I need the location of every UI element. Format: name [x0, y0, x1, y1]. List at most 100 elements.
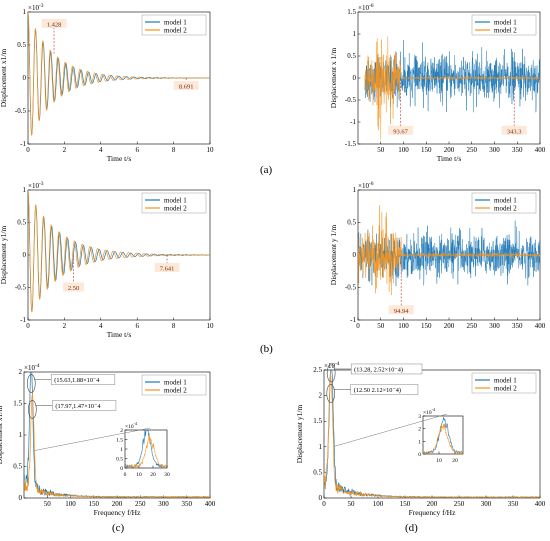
c-xtick-label: 250 [135, 500, 146, 508]
a_right-ytick-label: 0 [353, 74, 357, 82]
b_right-series-group [358, 205, 540, 296]
b_left-xtick-label: 8 [172, 322, 176, 330]
c-ytick-label: 0 [19, 494, 23, 502]
c-peak-marker [28, 400, 37, 419]
b_right-xtick-label: 300 [489, 322, 500, 330]
d-annotation-text: (13.28, 2.52×10⁻4) [354, 366, 403, 373]
panel-label-a: (a) [260, 164, 273, 176]
d-inset-ytick-label: 1 [418, 439, 421, 445]
b_left-ytick-label: 0.5 [17, 219, 26, 227]
c-xtick-label: 400 [205, 500, 216, 508]
a_right-annotation-text: 343.3 [507, 128, 522, 135]
c-xtick-label: 200 [112, 500, 123, 508]
b_left-xtick-label: 6 [135, 322, 139, 330]
c-xlabel: Frequency f/Hz [94, 508, 142, 517]
a_right-legend-label: model 1 [494, 19, 517, 27]
d-xtick-label: 150 [400, 500, 411, 508]
a_right-exponent: ×10-6 [358, 3, 374, 12]
b_left-xtick-label: 0 [26, 322, 30, 330]
a_left-xlabel: Time t/s [107, 154, 132, 163]
d-ytick-label: 2 [319, 392, 323, 400]
d-ytick-label: 1.5 [313, 417, 322, 425]
c-annotation-text: (17.97,1.47×10⁻4 [55, 403, 101, 410]
d-ytick-label: 1 [319, 443, 323, 451]
c-inset-exponent: ×10-4 [125, 421, 137, 430]
b_left-annotation-text: 7.641 [160, 266, 175, 273]
panel-label-d: (d) [405, 522, 418, 534]
b_right-xtick-label: 50 [377, 322, 385, 330]
b_right-exponent: ×10-6 [358, 181, 374, 190]
b_right-xtick-label: 100 [398, 322, 409, 330]
b_left-xtick-label: 10 [207, 322, 215, 330]
c-exponent: ×10-4 [24, 363, 40, 372]
c-series-2-line [24, 391, 210, 498]
chart-b_right: 0 50 100 150 200 250 300 350 400 1 0.5 0 -0.5 -1 ×10-6… [329, 181, 546, 330]
b_right-annotation-box [388, 305, 414, 315]
d-inset-ytick-label: 3 [418, 414, 421, 420]
a_left-legend-label: model 2 [164, 27, 187, 35]
c-inset-ytick-label: 1 [120, 447, 123, 453]
a_left-legend-label: model 1 [164, 19, 187, 27]
b_left-ylabel: Displacement y1/m [0, 226, 8, 285]
c-annotation-text: (15.63,1.88×10⁻4 [54, 377, 100, 384]
a_right-annotation-box [388, 125, 414, 135]
d-xtick-label: 200 [427, 500, 438, 508]
d-xtick-label: 50 [348, 500, 356, 508]
c-inset-xtick-label: 0 [124, 472, 127, 478]
d-ytick-label: 0.5 [313, 468, 322, 476]
a_left-ytick-label: -0.5 [15, 107, 27, 115]
b_left-legend-label: model 1 [164, 197, 187, 205]
c-xtick-label: 150 [89, 500, 100, 508]
a_right-xtick-label: 300 [489, 146, 500, 154]
d-series-group [324, 370, 540, 498]
d-inset-exponent: ×10-4 [423, 407, 435, 416]
c-peak-marker [26, 374, 36, 393]
a_left-exponent: ×10-3 [28, 3, 44, 12]
chart-d: 0 50 100 150 200 250 300 350 4002.521.510.50×10-… [295, 361, 546, 517]
c-inset-series-group [125, 430, 167, 468]
c-inset: 0 10 20 30 2 1.5 1 0.5 0 ×10-4 [116, 421, 170, 478]
c-xtick-label: 300 [158, 500, 169, 508]
c-ytick-label: 1.5 [13, 400, 22, 408]
panel-label-b: (b) [260, 343, 273, 355]
d-ytick-label: 2.5 [313, 366, 322, 374]
b_right-xtick-label: 200 [444, 322, 455, 330]
a_right-xtick-label: 200 [444, 146, 455, 154]
c-inset-xtick-label: 10 [136, 472, 142, 478]
c-legend-label: model 1 [164, 379, 187, 387]
b_left-xtick-label: 4 [99, 322, 103, 330]
b_left-ytick-label: 1 [23, 186, 27, 194]
a_right-ytick-label: 0.5 [347, 52, 356, 60]
c-inset-series-2-line [125, 433, 167, 468]
d-xtick-label: 300 [481, 500, 492, 508]
a_left-annotation-box [173, 80, 199, 90]
c-inset-leader [34, 427, 151, 451]
d-xlabel: Frequency f/Hz [409, 508, 457, 517]
d-xtick-label: 400 [535, 500, 546, 508]
d-inset-plot-area [422, 415, 464, 455]
b_right-xtick-label: 0 [356, 322, 360, 330]
b_left-xlabel: Time t/s [107, 330, 132, 339]
b_right-ytick-label: -1 [350, 316, 356, 324]
c-annotation-box [52, 400, 117, 411]
d-inset-xtick-label: 10 [436, 458, 442, 464]
d-xtick-label: 100 [373, 500, 384, 508]
a_right-ylabel: Displacement x 1/m [329, 48, 338, 109]
a_left-ylabel: Displacement x1/m [0, 49, 8, 108]
d-peak-marker [326, 384, 336, 403]
d-inset-xtick-label: 20 [452, 458, 458, 464]
b_right-ytick-label: 0.5 [347, 219, 356, 227]
b_right-ytick-label: -0.5 [345, 284, 357, 292]
a_right-xtick-label: 50 [377, 146, 385, 154]
a_left-ytick-label: 1 [23, 8, 27, 16]
c-inset-ytick-label: 0.5 [116, 457, 123, 463]
d-xtick-label: 350 [508, 500, 519, 508]
a_right-xtick-label: 250 [467, 146, 478, 154]
chart-a_left: 0 2 4 6 8 10 1 0.5 0 -0.5 -1 ×10-3 Time t/s Displacem… [0, 3, 214, 163]
c-xtick-label: 350 [182, 500, 193, 508]
d-inset-series-2-line [423, 423, 463, 454]
a_left-ytick-label: 0.5 [17, 41, 26, 49]
b_left-series-1-line [28, 190, 210, 313]
c-annotation-box [51, 374, 116, 385]
a_right-legend-label: model 2 [494, 27, 517, 35]
